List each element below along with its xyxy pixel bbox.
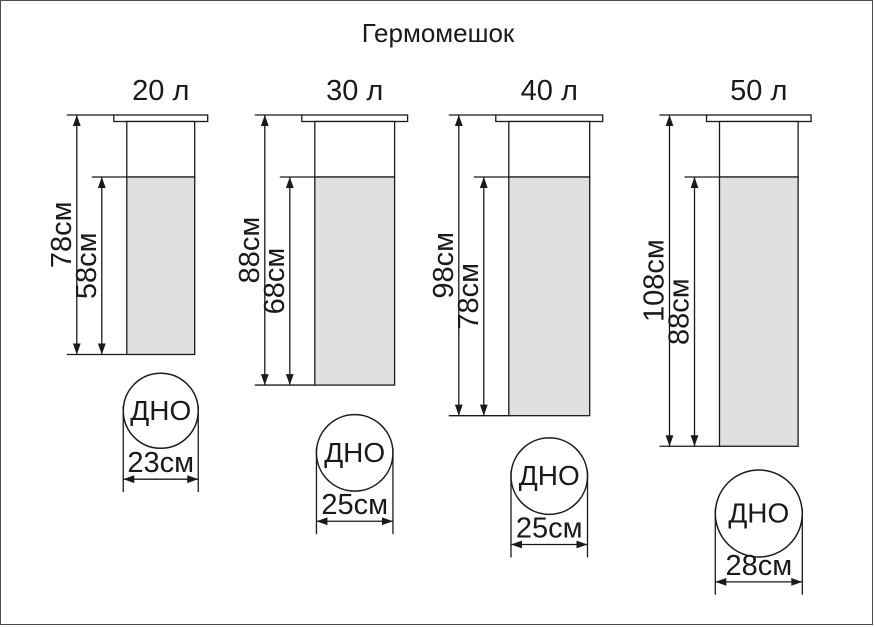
svg-text:ДНО: ДНО	[324, 437, 385, 468]
svg-text:30 л: 30 л	[326, 75, 383, 107]
svg-text:20 л: 20 л	[132, 75, 189, 107]
svg-text:58см: 58см	[71, 232, 103, 299]
svg-text:78см: 78см	[453, 263, 485, 330]
svg-text:23см: 23см	[127, 447, 194, 479]
svg-text:28см: 28см	[725, 550, 792, 582]
svg-text:50 л: 50 л	[730, 75, 787, 107]
svg-text:Гермомешок: Гермомешок	[362, 18, 515, 48]
svg-text:ДНО: ДНО	[728, 497, 789, 528]
svg-text:88см: 88см	[664, 278, 696, 345]
svg-text:ДНО: ДНО	[519, 460, 580, 491]
svg-text:ДНО: ДНО	[130, 395, 191, 426]
svg-text:68см: 68см	[259, 248, 291, 315]
svg-text:40 л: 40 л	[521, 75, 578, 107]
svg-text:25см: 25см	[321, 489, 388, 521]
svg-text:25см: 25см	[516, 513, 583, 545]
